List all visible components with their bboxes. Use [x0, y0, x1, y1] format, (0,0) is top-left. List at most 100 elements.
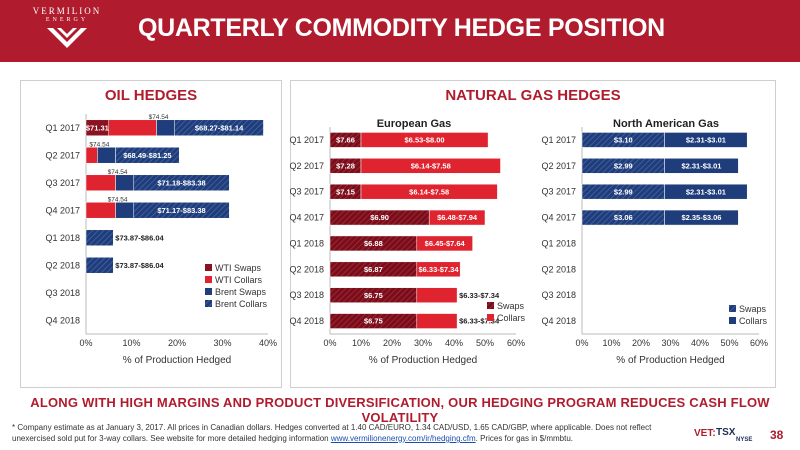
x-tick-label: 40% [259, 338, 277, 348]
category-label: Q3 2017 [289, 187, 324, 197]
category-label: Q4 2018 [541, 316, 576, 326]
data-label: $6.33-$7.34 [418, 265, 459, 274]
category-label: Q2 2018 [541, 264, 576, 274]
data-label: $2.99 [614, 161, 633, 170]
legend-label: Swaps [739, 304, 767, 314]
legend-label: Swaps [497, 301, 525, 311]
category-label: Q4 2018 [289, 316, 324, 326]
bar-segment [664, 209, 739, 226]
data-label: $6.33-$7.34 [459, 291, 500, 300]
data-label: $6.87 [364, 265, 383, 274]
legend-label: Collars [739, 316, 768, 326]
bar-segment [108, 119, 157, 136]
category-label: Q2 2017 [45, 150, 80, 160]
tsx-logo: TSX [716, 427, 736, 438]
data-label: $68.27-$81.14 [195, 123, 244, 132]
data-label: $6.88 [364, 239, 383, 248]
x-tick-label: 0% [323, 338, 336, 348]
data-label: $6.75 [364, 317, 383, 326]
bar-segment [85, 257, 114, 274]
bar-segment [156, 119, 175, 136]
category-label: Q1 2017 [541, 135, 576, 145]
legend-label: WTI Swaps [215, 263, 262, 273]
category-label: Q1 2018 [541, 238, 576, 248]
data-label: $73.87-$86.04 [115, 233, 164, 242]
x-tick-label: 40% [445, 338, 463, 348]
tagline: ALONG WITH HIGH MARGINS AND PRODUCT DIVE… [30, 395, 770, 425]
gas-hedges-panel: NATURAL GAS HEDGES [290, 80, 776, 388]
data-label: $2.31-$3.01 [686, 136, 726, 145]
category-label: Q3 2018 [541, 290, 576, 300]
oil-hedges-chart: 0% 10% 20% 30% 40% % of Production Hedged Q1 2… [45, 114, 277, 366]
ticker-label: VET: [694, 428, 716, 439]
x-tick-label: 60% [750, 338, 768, 348]
legend-swatch [729, 305, 736, 312]
data-label: $74.54 [108, 169, 128, 176]
x-tick-label: 30% [213, 338, 231, 348]
legend-label: Brent Collars [215, 299, 268, 309]
gas-panel-title: NATURAL GAS HEDGES [445, 87, 621, 104]
x-tick-label: 50% [476, 338, 494, 348]
footnote-text: * Company estimate as at January 3, 2017… [12, 423, 652, 443]
data-label: $71.17-$83.38 [157, 206, 205, 215]
bar-segment [416, 261, 461, 278]
category-label: Q1 2018 [45, 233, 80, 243]
bar-segment [85, 229, 114, 246]
bar-segment [360, 183, 498, 200]
footnote: * Company estimate as at January 3, 2017… [12, 422, 652, 444]
company-logo: VERMILION ENERGY [22, 6, 112, 58]
x-tick-label: 60% [507, 338, 525, 348]
bar-segment [85, 202, 116, 219]
data-label: $74.54 [149, 114, 169, 121]
bar-segment [133, 174, 230, 191]
nyse-logo: NYSE [736, 437, 753, 443]
legend-label: Collars [497, 313, 526, 323]
data-label: $2.31-$3.01 [681, 161, 721, 170]
legend-swatch [205, 276, 212, 283]
category-label: Q1 2018 [289, 238, 324, 248]
bar-segment [664, 132, 748, 148]
x-tick-label: 10% [122, 338, 140, 348]
north-american-gas-title: North American Gas [613, 118, 719, 130]
x-tick-label: 20% [632, 338, 650, 348]
x-tick-label: 0% [79, 338, 92, 348]
category-label: Q2 2018 [289, 264, 324, 274]
data-label: $3.10 [614, 136, 633, 145]
hedging-info-link[interactable]: www.vermilionenergy.com/ir/hedging.cfm [330, 434, 476, 443]
x-tick-label: 50% [720, 338, 738, 348]
page-title: QUARTERLY COMMODITY HEDGE POSITION [138, 14, 665, 42]
bar-segment [416, 287, 458, 303]
legend-swatch [487, 314, 494, 321]
bar-segment [416, 235, 473, 252]
data-label: $6.45-$7.64 [425, 239, 466, 248]
data-label: $73.87-$86.04 [115, 261, 164, 270]
oil-panel-title: OIL HEDGES [104, 87, 198, 104]
data-label: $6.14-$7.58 [411, 161, 451, 170]
north-american-gas-chart: 0% 10% 20% 30% 40% 50% 60% % of Production Hedg… [541, 127, 768, 366]
bar-segment [85, 147, 98, 164]
x-tick-label: 30% [414, 338, 432, 348]
bar-segment [115, 202, 135, 219]
bar-segment [428, 209, 486, 226]
category-label: Q3 2017 [541, 187, 576, 197]
page-number: 38 [770, 428, 784, 442]
logo-emblem-icon [47, 28, 87, 48]
bar-segment [664, 183, 748, 200]
data-label: $68.49-$81.25 [123, 151, 171, 160]
european-gas-title: European Gas [377, 118, 452, 130]
data-label: $6.14-$7.58 [409, 187, 449, 196]
european-gas-chart: 0% 10% 20% 30% 40% 50% 60% % of Production Hedg… [289, 127, 526, 366]
bar-segment [360, 132, 489, 148]
data-label: $71.18-$83.38 [157, 178, 205, 187]
x-tick-label: 40% [691, 338, 709, 348]
data-label: $2.31-$3.01 [686, 187, 726, 196]
data-label: $7.66 [336, 136, 355, 145]
x-axis-title: % of Production Hedged [616, 355, 724, 366]
category-label: Q3 2017 [45, 178, 80, 188]
data-label: $71.31 [86, 123, 109, 132]
data-label: $6.48-$7.94 [437, 213, 478, 222]
category-label: Q1 2017 [45, 123, 80, 133]
legend-swatch [205, 300, 212, 307]
bar-segment [115, 174, 135, 191]
